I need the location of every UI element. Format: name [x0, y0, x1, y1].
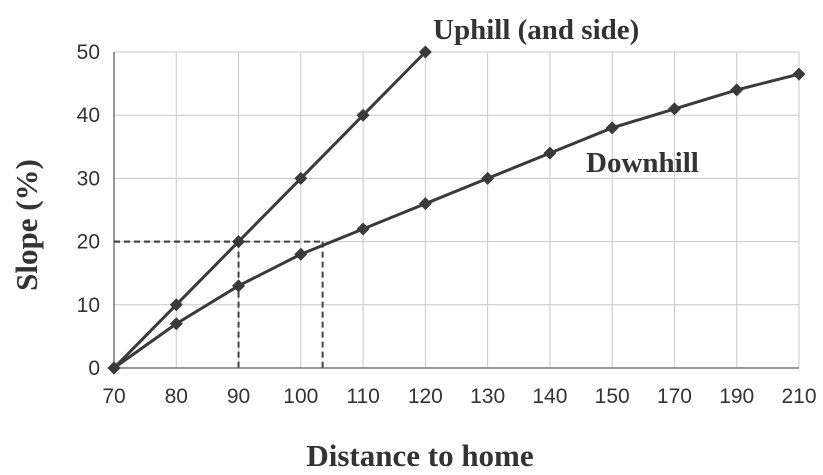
x-tick-label: 80	[165, 385, 188, 408]
series-line-0	[112, 50, 427, 370]
data-point-marker	[543, 146, 557, 160]
x-tick-label: 110	[346, 385, 379, 408]
y-tick-label: 20	[77, 231, 100, 254]
data-point-marker	[418, 197, 432, 211]
y-tick-label: 50	[77, 41, 100, 64]
data-point-marker	[792, 67, 806, 81]
y-tick-label: 10	[77, 294, 100, 317]
x-tick-label: 90	[227, 385, 250, 408]
data-point-marker	[294, 171, 308, 185]
x-tick-label: 130	[470, 385, 505, 408]
series-label-uphill: Uphill (and side)	[433, 14, 639, 46]
x-tick-label: 190	[719, 385, 754, 408]
data-point-marker	[169, 298, 183, 312]
data-point-marker	[356, 222, 370, 236]
x-tick-label: 210	[781, 385, 816, 408]
x-tick-label: 70	[102, 385, 125, 408]
data-point-marker	[232, 235, 246, 249]
x-tick-label: 170	[657, 385, 692, 408]
y-tick-label: 40	[77, 104, 100, 127]
x-axis-title: Distance to home	[306, 438, 533, 473]
data-point-marker	[356, 108, 370, 122]
series-line-1	[113, 72, 800, 370]
data-point-marker	[730, 83, 744, 97]
y-axis-title: Slope (%)	[9, 159, 44, 291]
grid	[113, 51, 800, 369]
y-tick-label: 30	[77, 167, 100, 190]
data-point-marker	[605, 121, 619, 135]
data-point-marker	[294, 247, 308, 261]
series-lines	[112, 50, 800, 370]
data-point-marker	[107, 361, 121, 375]
y-tick-label: 0	[88, 357, 100, 380]
series-markers	[107, 45, 806, 375]
data-point-marker	[232, 279, 246, 293]
reference-lines	[114, 240, 324, 368]
data-point-marker	[169, 317, 183, 331]
y-tick-labels: 0 10 20 30 40 50	[77, 41, 100, 380]
data-point-marker	[418, 45, 432, 59]
x-tick-label: 140	[532, 385, 567, 408]
x-tick-label: 120	[408, 385, 443, 408]
data-point-marker	[481, 171, 495, 185]
series-label-downhill: Downhill	[586, 147, 699, 179]
series-labels: Uphill (and side) Downhill	[433, 14, 699, 179]
x-tick-labels: 70 80 90 100 110 120 130 140 150 170 190 210	[102, 385, 816, 408]
x-tick-label: 100	[283, 385, 318, 408]
data-point-marker	[667, 102, 681, 116]
x-tick-label: 150	[595, 385, 630, 408]
